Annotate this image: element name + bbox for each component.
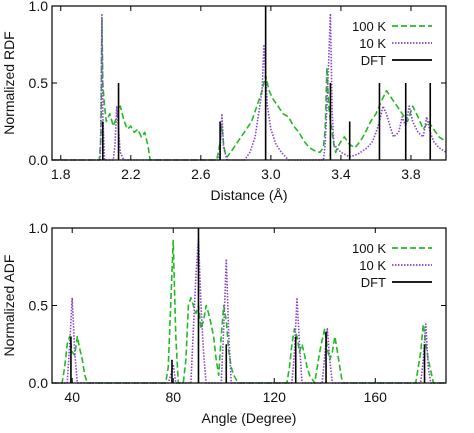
series-line-10k [52,238,446,384]
x-tick-label: 3.4 [331,166,351,182]
x-tick-label: 3.0 [261,166,281,182]
plot-frame [51,5,447,161]
rdf-panel: 1.8 2.2 2.6 3.0 3.4 3.8 0.0 0.5 1.0 Distance (Å) N… [1,0,447,203]
x-axis-label: Angle (Degree) [202,410,297,426]
series-line-10k [52,12,447,161]
y-tick-label: 1.0 [29,220,49,236]
x-tick-label: 2.6 [191,166,211,182]
y-tick-label: 0.0 [29,375,49,391]
legend-label: DFT [361,275,386,290]
y-tick-label: 0.5 [29,75,49,91]
y-tick-label: 1.0 [29,0,49,14]
x-tick-label: 3.8 [401,166,421,182]
series-line-100k [52,17,447,161]
y-tick-label: 0.0 [29,152,49,168]
legend: 100 K 10 K DFT [352,19,432,68]
adf-panel: 40 80 120 160 0.0 0.5 1.0 Angle (Degree) Normali… [1,220,447,426]
legend: 100 K 10 K DFT [352,241,432,290]
legend-label: 10 K [359,258,386,273]
legend-label: 10 K [359,36,386,51]
y-axis-label: Normalized RDF [1,31,17,134]
y-axis-label: Normalized ADF [1,255,17,357]
legend-label: DFT [361,53,386,68]
series-line-100k [52,239,446,384]
x-tick-label: 160 [364,389,388,405]
y-tick-label: 0.5 [29,298,49,314]
legend-label: 100 K [352,241,386,256]
x-tick-label: 120 [263,389,287,405]
x-axis-label: Distance (Å) [210,187,287,203]
x-tick-label: 2.2 [121,166,141,182]
x-tick-label: 40 [64,389,80,405]
x-tick-label: 80 [165,389,181,405]
legend-label: 100 K [352,19,386,34]
x-tick-label: 1.8 [51,166,71,182]
plot-frame [51,227,447,384]
